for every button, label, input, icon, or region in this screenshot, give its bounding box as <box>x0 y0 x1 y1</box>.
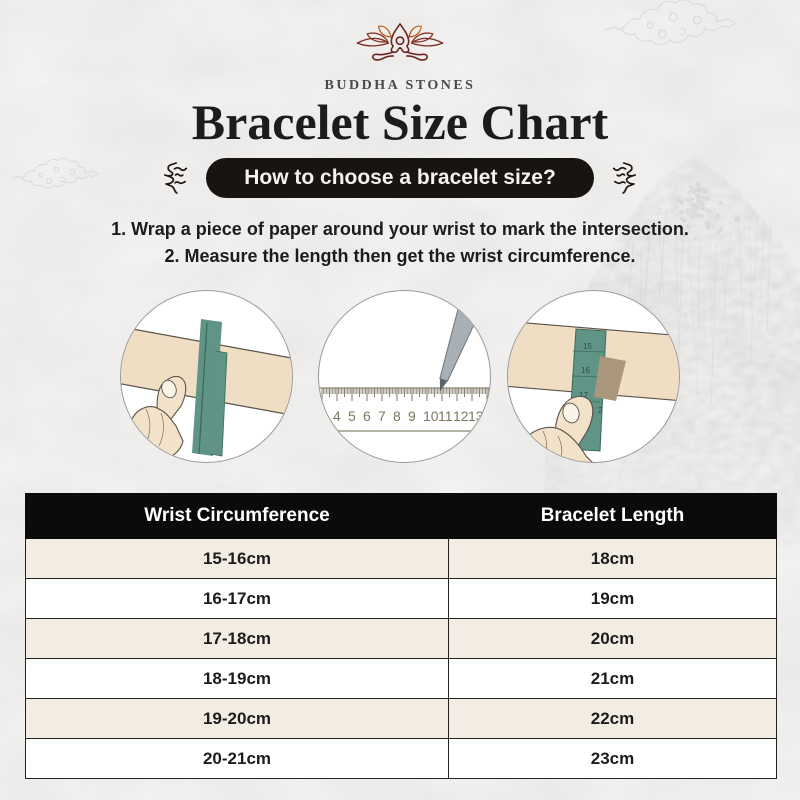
svg-text:7: 7 <box>378 408 386 424</box>
svg-text:11: 11 <box>438 408 453 424</box>
svg-text:5: 5 <box>348 408 356 424</box>
svg-text:16: 16 <box>581 366 590 375</box>
svg-text:3: 3 <box>319 408 326 424</box>
svg-text:4: 4 <box>333 408 341 424</box>
svg-text:6: 6 <box>363 408 371 424</box>
svg-text:15: 15 <box>583 342 592 351</box>
svg-text:14: 14 <box>483 408 490 424</box>
svg-text:10: 10 <box>423 408 439 424</box>
svg-text:13: 13 <box>468 408 484 424</box>
svg-text:2: 2 <box>598 406 603 415</box>
svg-text:8: 8 <box>393 408 401 424</box>
svg-text:12: 12 <box>453 408 469 424</box>
svg-text:9: 9 <box>408 408 416 424</box>
